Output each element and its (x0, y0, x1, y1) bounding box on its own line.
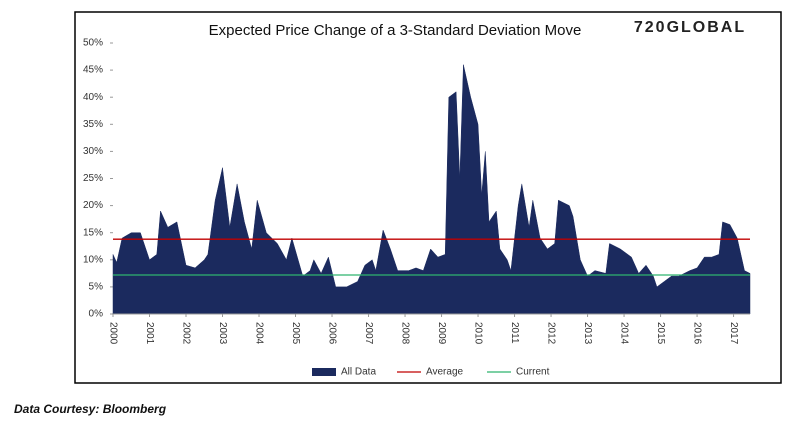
x-tick-label: 2010 (472, 322, 483, 345)
y-tick-label: 10% (83, 254, 103, 265)
y-tick-label: 5% (89, 282, 104, 293)
x-tick-label: 2004 (253, 322, 264, 345)
logo: 720GLOBAL (634, 19, 746, 36)
source-note: Data Courtesy: Bloomberg (14, 402, 167, 416)
x-tick-label: 2014 (618, 322, 629, 345)
x-tick-label: 2011 (509, 322, 520, 344)
legend-label: All Data (341, 367, 376, 378)
area (112, 64, 751, 315)
y-tick-label: 15% (83, 227, 103, 238)
y-tick-label: 50% (83, 38, 103, 49)
x-tick-label: 2003 (217, 322, 228, 345)
x-tick-label: 2008 (399, 322, 410, 345)
x-tick-label: 2005 (290, 322, 301, 345)
x-tick-label: 2016 (691, 322, 702, 345)
x-tick-label: 2006 (326, 322, 337, 345)
y-tick-label: 30% (83, 146, 103, 157)
y-tick-label: 45% (83, 65, 103, 76)
x-tick-label: 2017 (728, 322, 739, 345)
x-tick-label: 2012 (545, 322, 556, 345)
legend-label: Average (426, 367, 464, 378)
chart-frame (74, 11, 782, 384)
y-tick-label: 0% (89, 309, 104, 320)
legend-swatch (312, 368, 336, 376)
x-tick-label: 2007 (363, 322, 374, 345)
x-tick-label: 2013 (582, 322, 593, 345)
y-tick-label: 35% (83, 119, 103, 130)
x-tick-label: 2002 (180, 322, 191, 345)
y-tick-label: 20% (83, 200, 103, 211)
chart-title: Expected Price Change of a 3-Standard De… (209, 22, 582, 39)
x-tick-label: 2015 (655, 322, 666, 345)
legend-label: Current (516, 367, 550, 378)
x-tick-label: 2009 (436, 322, 447, 345)
x-tick-label: 2001 (144, 322, 155, 345)
y-tick-label: 40% (83, 92, 103, 103)
x-tick-label: 2000 (107, 322, 118, 345)
y-tick-label: 25% (83, 173, 103, 184)
